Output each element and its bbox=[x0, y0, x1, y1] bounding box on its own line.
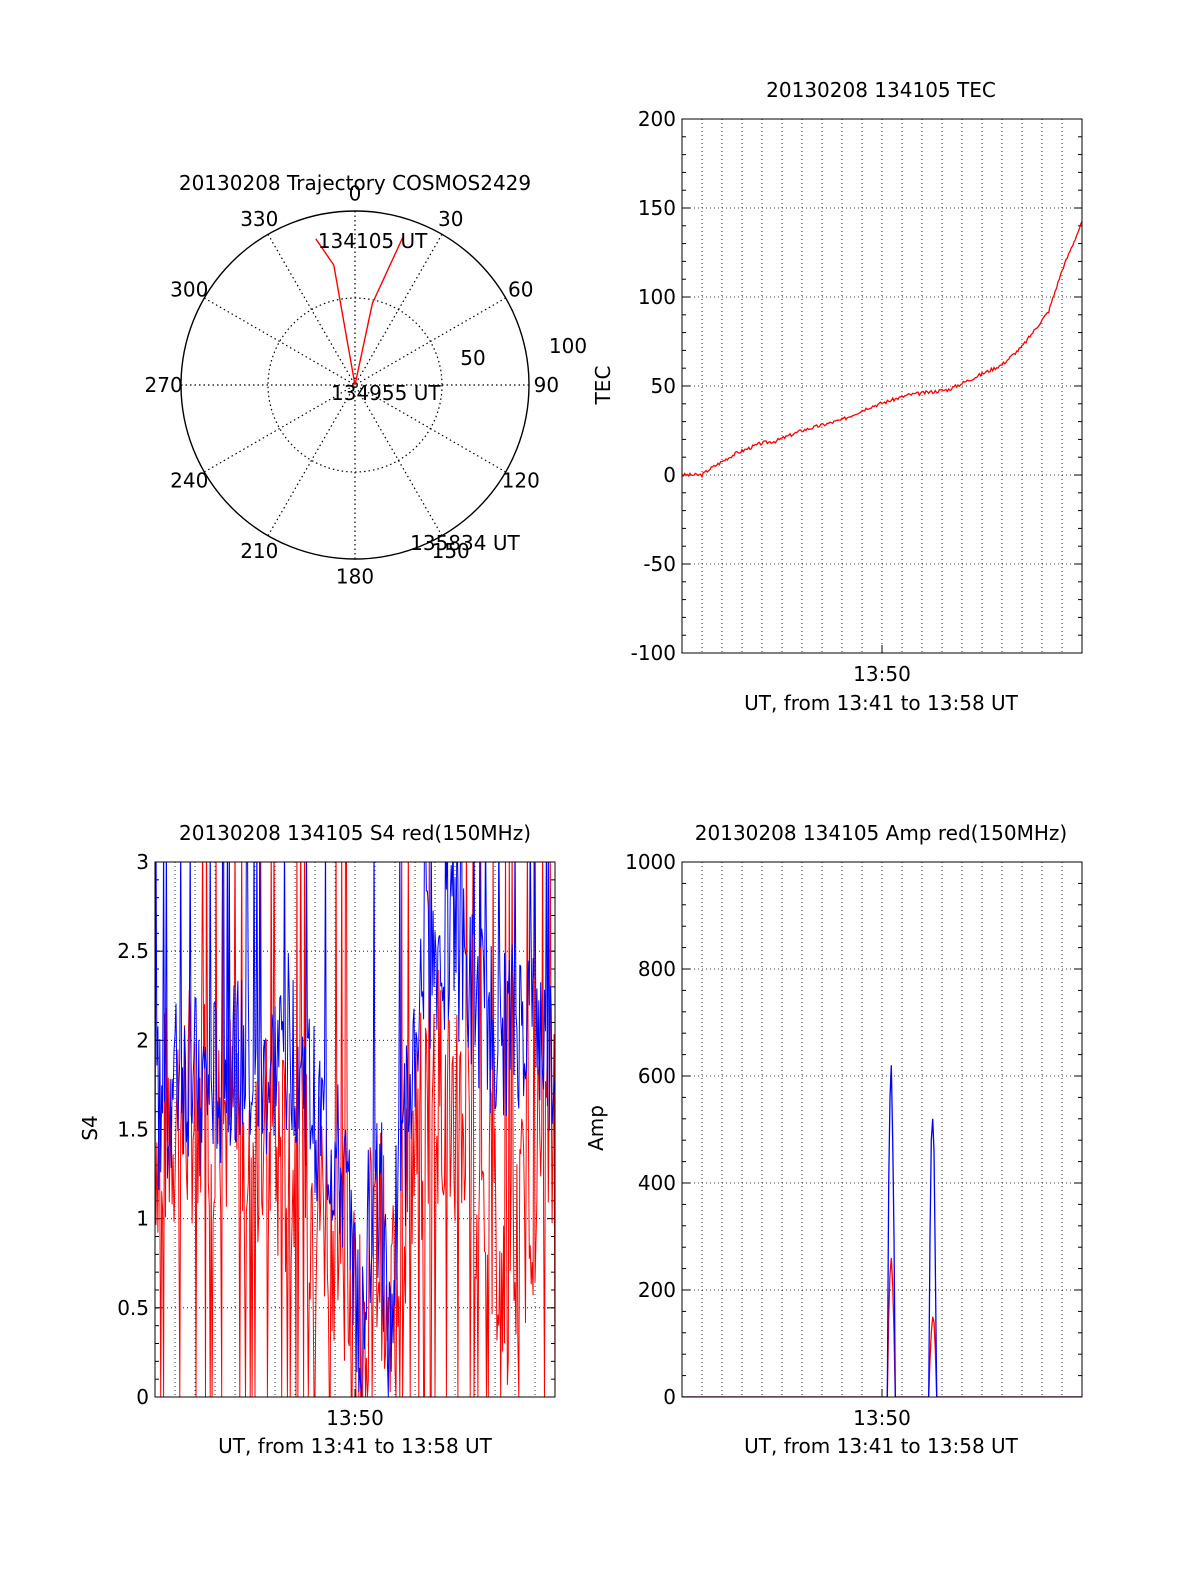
y-tick-label: 1.5 bbox=[117, 1118, 149, 1142]
polar-angle-label: 90 bbox=[534, 373, 559, 397]
s4-plot-frame bbox=[154, 861, 556, 1398]
x-tick-label: 13:50 bbox=[853, 1406, 911, 1430]
polar-angle-label: 210 bbox=[240, 539, 278, 563]
y-tick-label: 1000 bbox=[625, 850, 676, 874]
s4-panel: 20130208 134105 S4 red(150MHz) S4 UT, fr… bbox=[78, 821, 556, 1458]
amp-title: 20130208 134105 Amp red(150MHz) bbox=[695, 821, 1067, 845]
y-tick-label: 0 bbox=[663, 1385, 676, 1409]
y-tick-label: 150 bbox=[638, 196, 676, 220]
s4-series-blue-line bbox=[155, 862, 555, 1397]
polar-angle-label: 300 bbox=[170, 277, 208, 301]
amp-panel: 20130208 134105 Amp red(150MHz) Amp UT, … bbox=[584, 821, 1083, 1458]
y-tick-label: 400 bbox=[638, 1171, 676, 1195]
tec-ylabel: TEC bbox=[591, 366, 615, 406]
trajectory-time-label: 134955 UT bbox=[331, 381, 441, 405]
polar-angle-label: 120 bbox=[502, 469, 540, 493]
tec-title: 20130208 134105 TEC bbox=[766, 78, 996, 102]
trajectory-panel: 20130208 Trajectory COSMOS2429 0 30 60 90 12… bbox=[145, 171, 588, 588]
y-tick-label: 100 bbox=[638, 285, 676, 309]
tec-plot-frame bbox=[681, 118, 1083, 654]
polar-angle-label: 150 bbox=[432, 539, 470, 563]
amp-series-red-line bbox=[682, 1257, 1082, 1397]
y-tick-label: 2.5 bbox=[117, 939, 149, 963]
s4-series-red-line bbox=[155, 862, 555, 1397]
x-tick-label: 13:50 bbox=[853, 662, 911, 686]
y-tick-label: 200 bbox=[638, 1278, 676, 1302]
trajectory-title: 20130208 Trajectory COSMOS2429 bbox=[179, 171, 531, 195]
polar-angle-label: 30 bbox=[438, 207, 463, 231]
polar-angle-label: 270 bbox=[145, 373, 183, 397]
polar-angle-label: 240 bbox=[170, 469, 208, 493]
polar-ring-50 bbox=[267, 297, 443, 473]
y-tick-label: 0 bbox=[136, 1385, 149, 1409]
y-tick-label: 800 bbox=[638, 957, 676, 981]
s4-title: 20130208 134105 S4 red(150MHz) bbox=[179, 821, 531, 845]
y-tick-label: -50 bbox=[643, 552, 676, 576]
polar-angle-label: 330 bbox=[240, 207, 278, 231]
s4-ylabel: S4 bbox=[78, 1115, 102, 1140]
y-tick-label: 600 bbox=[638, 1064, 676, 1088]
polar-angle-label: 180 bbox=[336, 564, 374, 588]
amp-plot-frame bbox=[681, 861, 1083, 1398]
tec-panel: 20130208 134105 TEC TEC UT, from 13:41 t… bbox=[591, 78, 1083, 715]
s4-xlabel: UT, from 13:41 to 13:58 UT bbox=[218, 1434, 493, 1458]
y-tick-label: 0 bbox=[663, 463, 676, 487]
polar-radial-label: 50 bbox=[460, 346, 485, 370]
x-tick-label: 13:50 bbox=[326, 1406, 384, 1430]
y-tick-label: 2 bbox=[136, 1028, 149, 1052]
y-tick-label: 1 bbox=[136, 1207, 149, 1231]
polar-ring-outer bbox=[180, 210, 530, 560]
y-tick-label: -100 bbox=[631, 641, 676, 665]
y-tick-label: 3 bbox=[136, 850, 149, 874]
trajectory-time-label: 135834 UT bbox=[410, 531, 520, 555]
y-tick-label: 200 bbox=[638, 107, 676, 131]
amp-xlabel: UT, from 13:41 to 13:58 UT bbox=[744, 1434, 1019, 1458]
tec-series-red-line bbox=[682, 221, 1082, 479]
trajectory-path bbox=[315, 235, 405, 386]
y-tick-label: 50 bbox=[651, 374, 676, 398]
trajectory-time-label: 134105 UT bbox=[318, 229, 428, 253]
polar-angle-label: 60 bbox=[508, 277, 533, 301]
polar-radial-label: 100 bbox=[549, 334, 587, 358]
polar-angle-label: 0 bbox=[349, 182, 362, 206]
amp-ylabel: Amp bbox=[584, 1105, 608, 1151]
y-tick-label: 0.5 bbox=[117, 1296, 149, 1320]
amp-series-blue-line bbox=[682, 1065, 1082, 1397]
tec-xlabel: UT, from 13:41 to 13:58 UT bbox=[744, 691, 1019, 715]
